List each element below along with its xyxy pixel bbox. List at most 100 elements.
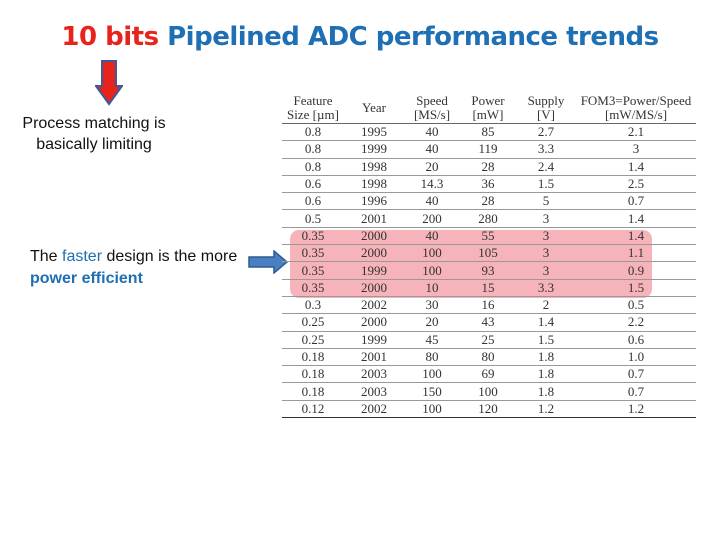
table-cell: 0.6 — [282, 192, 344, 211]
table-cell: 1996 — [344, 192, 404, 211]
header-year: Year — [344, 93, 404, 124]
table-cell: 0.18 — [282, 382, 344, 401]
table-cell: 28 — [460, 192, 516, 211]
table-cell: 28 — [460, 158, 516, 176]
table-cell: 2003 — [344, 382, 404, 401]
table-cell: 5 — [516, 192, 576, 211]
table-cell: 1.4 — [576, 227, 696, 246]
table-row: 0.6 1998 14.3 36 1.5 2.5 — [282, 175, 696, 194]
table-cell: 0.9 — [576, 261, 696, 280]
table-cell: 0.6 — [282, 175, 344, 194]
table-cell: 100 — [404, 261, 460, 280]
table-cell: 20 — [404, 313, 460, 332]
table-cell: 0.18 — [282, 365, 344, 384]
table-row: 0.18 2001 80 80 1.8 1.0 — [282, 348, 696, 367]
table-cell: 1.1 — [576, 244, 696, 263]
table-cell: 3 — [516, 244, 576, 263]
header-fom: FOM3=Power/Speed [mW/MS/s] — [576, 93, 696, 124]
note2-faster: faster — [62, 248, 103, 265]
table-cell: 36 — [460, 175, 516, 194]
table-cell: 200 — [404, 209, 460, 228]
table-cell: 2002 — [344, 400, 404, 419]
header-feature-size: Feature Size [µm] — [282, 93, 344, 124]
table-cell: 100 — [404, 400, 460, 419]
table-cell: 0.35 — [282, 261, 344, 280]
table-cell: 1.0 — [576, 348, 696, 367]
table-row: 0.5 2001 200 280 3 1.4 — [282, 209, 696, 228]
table-row: 0.8 1999 40 119 3.3 3 — [282, 140, 696, 159]
table-cell: 10 — [404, 279, 460, 297]
adc-data-table-wrap: Feature Size [µm] Year Speed [MS/s] Power[… — [282, 93, 696, 419]
table-cell: 14.3 — [404, 175, 460, 194]
table-cell: 0.6 — [576, 331, 696, 349]
table-row: 0.18 2003 150 100 1.8 0.7 — [282, 382, 696, 401]
table-cell: 69 — [460, 365, 516, 384]
table-cell: 2.7 — [516, 123, 576, 142]
table-cell: 1999 — [344, 331, 404, 349]
table-cell: 2000 — [344, 279, 404, 297]
table-cell: 3 — [516, 227, 576, 246]
table-cell: 55 — [460, 227, 516, 246]
table-cell: 0.8 — [282, 123, 344, 142]
adc-data-table: Feature Size [µm] Year Speed [MS/s] Power[… — [282, 93, 696, 419]
table-cell: 1.2 — [516, 400, 576, 419]
table-cell: 2000 — [344, 244, 404, 263]
table-row: 0.25 2000 20 43 1.4 2.2 — [282, 313, 696, 332]
table-cell: 0.25 — [282, 313, 344, 332]
table-cell: 1.2 — [576, 400, 696, 419]
table-row: 0.3 2002 30 16 2 0.5 — [282, 296, 696, 315]
table-cell: 1995 — [344, 123, 404, 142]
header-supply: Supply [V] — [516, 93, 576, 124]
table-cell: 1998 — [344, 158, 404, 176]
table-cell: 40 — [404, 192, 460, 211]
header-power: Power [mW] — [460, 93, 516, 124]
table-cell: 1.8 — [516, 348, 576, 367]
table-cell: 0.18 — [282, 348, 344, 367]
table-cell: 30 — [404, 296, 460, 315]
table-cell: 80 — [460, 348, 516, 367]
table-cell: 0.7 — [576, 382, 696, 401]
table-cell: 150 — [404, 382, 460, 401]
table-row: 0.8 1998 20 28 2.4 1.4 — [282, 158, 696, 176]
table-cell: 1999 — [344, 261, 404, 280]
table-row: 0.25 1999 45 25 1.5 0.6 — [282, 331, 696, 349]
table-cell: 2001 — [344, 348, 404, 367]
table-row: 0.18 2003 100 69 1.8 0.7 — [282, 365, 696, 384]
table-cell: 43 — [460, 313, 516, 332]
table-cell: 2.5 — [576, 175, 696, 194]
table-cell: 85 — [460, 123, 516, 142]
table-cell: 2002 — [344, 296, 404, 315]
table-header-row: Feature Size [µm] Year Speed [MS/s] Power[… — [282, 93, 696, 124]
table-cell: 1.8 — [516, 365, 576, 384]
table-cell: 0.25 — [282, 331, 344, 349]
table-cell: 25 — [460, 331, 516, 349]
table-cell: 45 — [404, 331, 460, 349]
table-cell: 2.1 — [576, 123, 696, 142]
process-matching-note: Process matching is basically limiting — [22, 115, 166, 153]
table-cell: 280 — [460, 209, 516, 228]
table-row: 0.6 1996 40 28 5 0.7 — [282, 192, 696, 211]
table-cell: 1.4 — [516, 313, 576, 332]
table-cell: 80 — [404, 348, 460, 367]
table-cell: 100 — [404, 244, 460, 263]
table-cell: 2000 — [344, 227, 404, 246]
table-cell: 119 — [460, 140, 516, 159]
note2-efficient: power efficient — [30, 270, 143, 287]
table-cell: 100 — [460, 382, 516, 401]
table-cell: 120 — [460, 400, 516, 419]
table-cell: 0.7 — [576, 192, 696, 211]
title-rest: Pipelined ADC performance trends — [167, 22, 659, 52]
table-cell: 3.3 — [516, 279, 576, 297]
table-row: 0.8 1995 40 85 2.7 2.1 — [282, 123, 696, 142]
table-cell: 20 — [404, 158, 460, 176]
table-cell: 1.5 — [576, 279, 696, 297]
note2-mid: design is the more — [102, 248, 238, 265]
header-speed: Speed [MS/s] — [404, 93, 460, 124]
table-cell: 15 — [460, 279, 516, 297]
table-cell: 1998 — [344, 175, 404, 194]
table-cell: 3 — [516, 261, 576, 280]
right-arrow-icon — [248, 250, 288, 274]
table-cell: 16 — [460, 296, 516, 315]
table-cell: 1.8 — [516, 382, 576, 401]
table-cell: 0.35 — [282, 279, 344, 297]
